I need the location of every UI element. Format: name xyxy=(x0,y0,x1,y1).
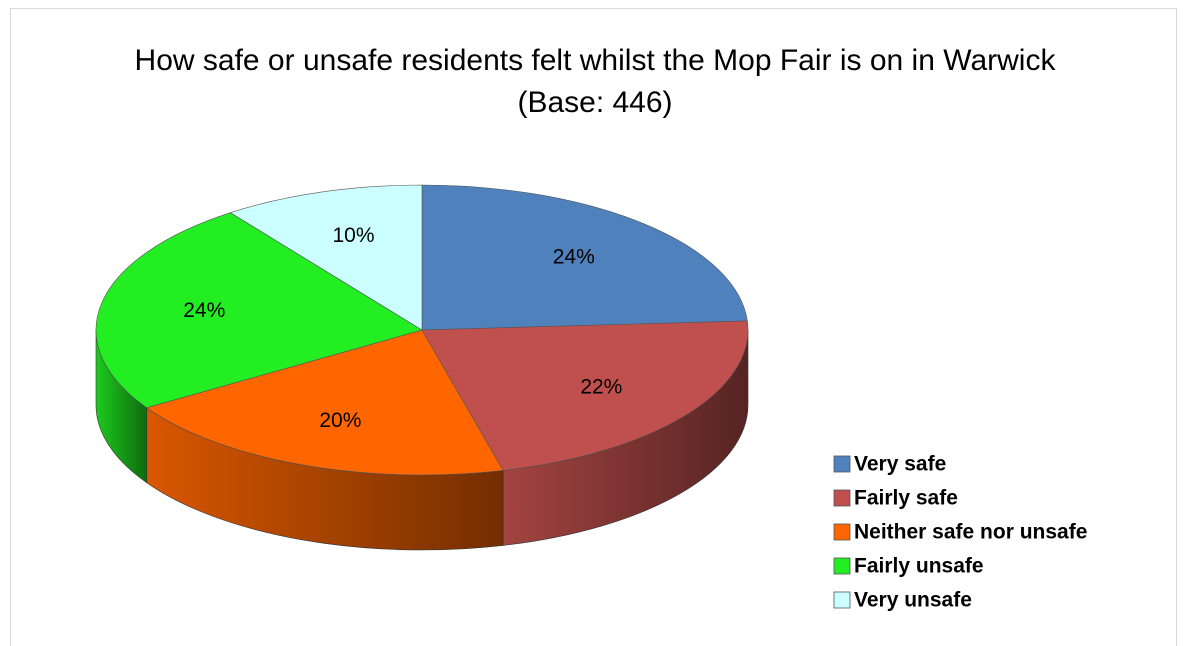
legend-label: Very unsafe xyxy=(854,589,972,612)
legend-swatch xyxy=(833,557,851,575)
slice xyxy=(229,184,423,331)
slice xyxy=(146,329,504,476)
chart-border xyxy=(10,8,1177,646)
slice xyxy=(421,184,748,331)
legend-label: Fairly unsafe xyxy=(854,555,984,578)
legend-swatch xyxy=(833,591,851,609)
data-label: 22% xyxy=(580,376,622,399)
chart-title: How safe or unsafe residents felt whilst… xyxy=(134,44,1056,119)
legend-label: Very safe xyxy=(854,453,946,476)
slice xyxy=(421,320,749,471)
legend-swatch xyxy=(833,455,851,473)
data-label: 20% xyxy=(319,409,361,432)
legend-label: Neither safe nor unsafe xyxy=(854,521,1087,544)
legend-swatch xyxy=(833,489,851,507)
legend-label: Fairly safe xyxy=(854,487,958,510)
slice xyxy=(95,212,423,409)
data-label: 10% xyxy=(332,224,374,247)
data-label: 24% xyxy=(183,299,225,322)
legend-swatch xyxy=(833,523,851,541)
data-label: 24% xyxy=(553,246,595,269)
